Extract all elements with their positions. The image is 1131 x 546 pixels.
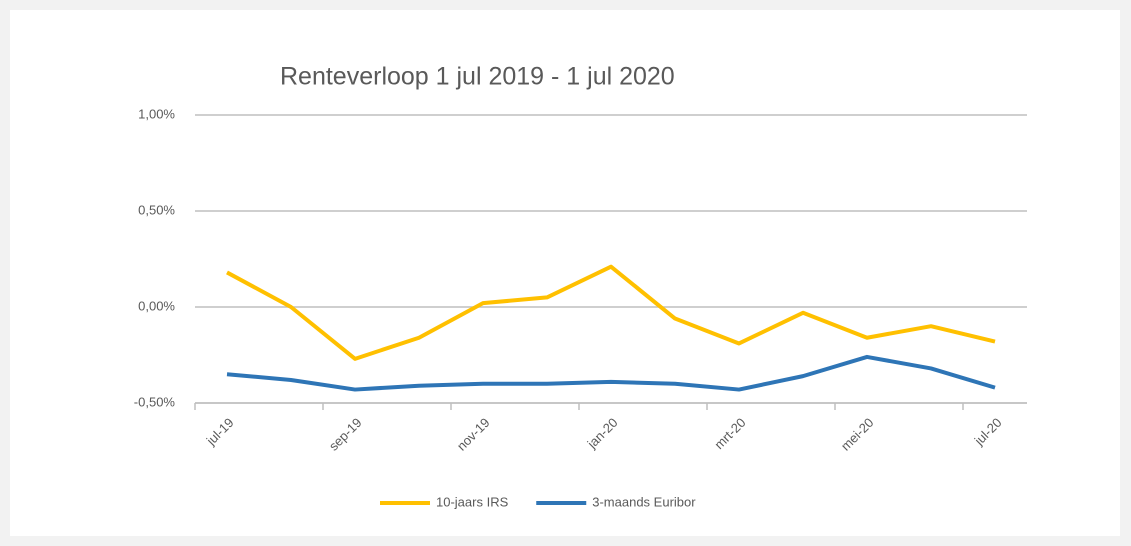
chart-title: Renteverloop 1 jul 2019 - 1 jul 2020 (280, 63, 675, 91)
panel (10, 10, 1120, 536)
y-tick-label: 0,00% (138, 298, 175, 313)
legend-label: 10-jaars IRS (436, 494, 509, 509)
legend-label: 3-maands Euribor (592, 494, 696, 509)
series-line (226, 354, 996, 392)
y-tick-label: -0,50% (134, 394, 176, 409)
y-tick-label: 0,50% (138, 202, 175, 217)
series-line (226, 264, 996, 361)
y-tick-label: 1,00% (138, 106, 175, 121)
